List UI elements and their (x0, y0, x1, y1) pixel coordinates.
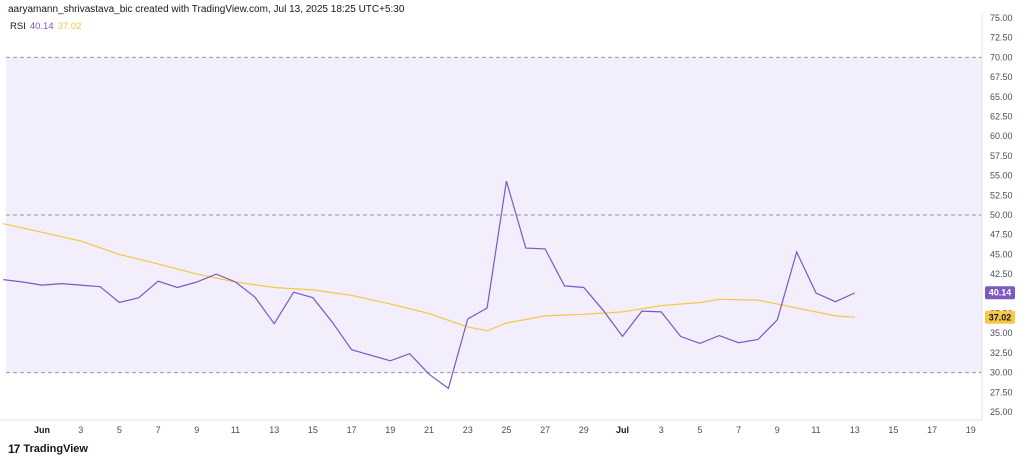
last-value-badges: 40.14 37.02 (985, 286, 1015, 324)
x-tick-label: 25 (501, 425, 511, 435)
x-tick-label: 13 (850, 425, 860, 435)
x-tick-label: 15 (308, 425, 318, 435)
y-tick-label: 62.50 (990, 112, 1013, 122)
y-tick-label: 65.00 (990, 92, 1013, 102)
x-tick-label: 5 (697, 425, 702, 435)
rsi-last-value-badge-text: 40.14 (989, 288, 1012, 298)
ma-points (3, 223, 855, 331)
x-tick-label: 15 (888, 425, 898, 435)
x-tick-label: 7 (736, 425, 741, 435)
ma-last-value-badge: 37.02 (985, 310, 1015, 324)
y-tick-label: 32.50 (990, 348, 1013, 358)
x-tick-label: 21 (424, 425, 434, 435)
tradingview-footer[interactable]: 17 TradingView (8, 442, 88, 456)
rsi-series-line (3, 180, 855, 390)
y-tick-label: 30.00 (990, 368, 1013, 378)
y-tick-label: 50.00 (990, 210, 1013, 220)
tradingview-logo-icon: 17 (8, 442, 20, 456)
ma-value: 37.02 (57, 21, 82, 32)
x-tick-label: 27 (540, 425, 550, 435)
x-tick-label: 7 (156, 425, 161, 435)
y-tick-label: 67.50 (990, 72, 1013, 82)
y-tick-label: 47.50 (990, 230, 1013, 240)
time-axis[interactable]: Jun 3 5 7 9 11 13 15 17 19 21 23 25 27 29 Jul 3 5 7 9 11 13 15… (34, 425, 976, 435)
chart-header: aaryamann_shrivastava_bic created with T… (8, 4, 405, 15)
x-tick-label: 11 (811, 425, 820, 435)
x-tick-label: 3 (78, 425, 83, 435)
rsi-value: 40.14 (29, 21, 54, 32)
y-tick-label: 55.00 (990, 171, 1013, 181)
indicator-legend[interactable]: RSI 40.14 37.02 (10, 21, 81, 32)
x-tick-label: 5 (117, 425, 122, 435)
x-tick-label: 3 (659, 425, 664, 435)
x-tick-label: 17 (927, 425, 937, 435)
y-tick-label: 42.50 (990, 269, 1013, 279)
ma-last-value-badge-text: 37.02 (989, 312, 1012, 322)
y-tick-label: 45.00 (990, 249, 1013, 259)
y-tick-label: 60.00 (990, 131, 1013, 141)
y-tick-label: 57.50 (990, 151, 1013, 161)
rsi-last-value-badge: 40.14 (985, 286, 1015, 300)
x-tick-label: 17 (347, 425, 357, 435)
y-tick-label: 35.00 (990, 328, 1013, 338)
price-axis[interactable]: 25.0027.5030.0032.5035.0037.5040.0042.50… (990, 13, 1013, 417)
y-tick-label: 52.50 (990, 190, 1013, 200)
x-tick-label: 29 (579, 425, 589, 435)
rsi-points (3, 181, 855, 389)
brand-label: TradingView (23, 443, 88, 455)
x-tick-label: Jul (616, 425, 629, 435)
y-tick-label: 72.50 (990, 33, 1013, 43)
y-tick-label: 27.50 (990, 387, 1013, 397)
x-tick-label: 13 (269, 425, 279, 435)
y-tick-label: 75.00 (990, 13, 1013, 23)
x-tick-label: 19 (966, 425, 976, 435)
x-tick-label: 11 (231, 425, 240, 435)
x-tick-label: 9 (775, 425, 780, 435)
x-tick-label: Jun (34, 425, 50, 435)
x-tick-label: 19 (385, 425, 395, 435)
x-tick-label: 9 (194, 425, 199, 435)
y-tick-label: 70.00 (990, 52, 1013, 62)
x-tick-label: 23 (463, 425, 473, 435)
y-tick-label: 25.00 (990, 407, 1013, 417)
indicator-name: RSI (10, 21, 26, 32)
